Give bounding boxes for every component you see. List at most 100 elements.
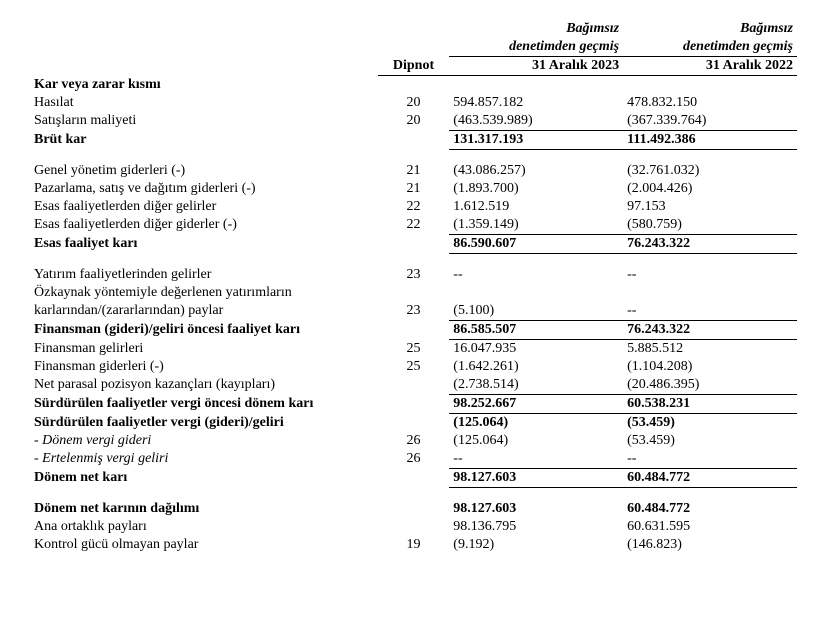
header-row-1: Bağımsız Bağımsız bbox=[30, 20, 797, 38]
row-nci: Kontrol gücü olmayan paylar 19 (9.192) (… bbox=[30, 536, 797, 554]
note: 23 bbox=[378, 302, 450, 321]
label: Kontrol gücü olmayan paylar bbox=[30, 536, 378, 554]
note: 19 bbox=[378, 536, 450, 554]
v22: 478.832.150 bbox=[623, 94, 797, 112]
row-other-inc: Esas faaliyetlerden diğer gelirler 22 1.… bbox=[30, 198, 797, 216]
v23: 131.317.193 bbox=[449, 130, 623, 149]
v23: (1.359.149) bbox=[449, 216, 623, 235]
row-other-exp: Esas faaliyetlerden diğer giderler (-) 2… bbox=[30, 216, 797, 235]
v23: (125.064) bbox=[449, 413, 623, 432]
col-2022-date: 31 Aralık 2022 bbox=[623, 57, 797, 76]
section-pl-label: Kar veya zarar kısmı bbox=[30, 76, 378, 94]
header-row-2: denetimden geçmiş denetimden geçmiş bbox=[30, 38, 797, 57]
v22: 60.484.772 bbox=[623, 500, 797, 518]
v22: (32.761.032) bbox=[623, 162, 797, 180]
note: 23 bbox=[378, 266, 450, 284]
v23: (2.738.514) bbox=[449, 376, 623, 395]
income-statement-table: Bağımsız Bağımsız denetimden geçmiş dene… bbox=[30, 20, 797, 554]
v22: 97.153 bbox=[623, 198, 797, 216]
label: Finansman (gideri)/geliri öncesi faaliye… bbox=[30, 320, 378, 339]
v23: 98.136.795 bbox=[449, 518, 623, 536]
v23: -- bbox=[449, 266, 623, 284]
v22: (20.486.395) bbox=[623, 376, 797, 395]
label: Genel yönetim giderleri (-) bbox=[30, 162, 378, 180]
v22: 60.631.595 bbox=[623, 518, 797, 536]
row-equity-2: karlarından/(zararlarından) paylar 23 (5… bbox=[30, 302, 797, 321]
label: Finansman giderleri (-) bbox=[30, 358, 378, 376]
row-dist-title: Dönem net karının dağılımı 98.127.603 60… bbox=[30, 500, 797, 518]
v22: 60.484.772 bbox=[623, 468, 797, 487]
v22: 5.885.512 bbox=[623, 339, 797, 358]
v22: (146.823) bbox=[623, 536, 797, 554]
row-parent: Ana ortaklık payları 98.136.795 60.631.5… bbox=[30, 518, 797, 536]
label: Esas faaliyetlerden diğer gelirler bbox=[30, 198, 378, 216]
v22: 111.492.386 bbox=[623, 130, 797, 149]
label: - Dönem vergi gideri bbox=[30, 432, 378, 450]
label: - Ertelenmiş vergi geliri bbox=[30, 450, 378, 469]
v23: 86.590.607 bbox=[449, 234, 623, 253]
col-note-header: Dipnot bbox=[378, 57, 450, 76]
v22: 76.243.322 bbox=[623, 320, 797, 339]
v22: (2.004.426) bbox=[623, 180, 797, 198]
label: Esas faaliyetlerden diğer giderler (-) bbox=[30, 216, 378, 235]
v23: (43.086.257) bbox=[449, 162, 623, 180]
label: Ana ortaklık payları bbox=[30, 518, 378, 536]
note: 25 bbox=[378, 358, 450, 376]
label: Özkaynak yöntemiyle değerlenen yatırımla… bbox=[30, 284, 378, 302]
note: 22 bbox=[378, 216, 450, 235]
note: 21 bbox=[378, 180, 450, 198]
col-2022-audit1: Bağımsız bbox=[623, 20, 797, 38]
v23: 98.127.603 bbox=[449, 500, 623, 518]
label: Satışların maliyeti bbox=[30, 112, 378, 131]
label: Net parasal pozisyon kazançları (kayıpla… bbox=[30, 376, 378, 395]
row-tax: Sürdürülen faaliyetler vergi (gideri)/ge… bbox=[30, 413, 797, 432]
v22: (580.759) bbox=[623, 216, 797, 235]
v22: (367.339.764) bbox=[623, 112, 797, 131]
v23: 594.857.182 bbox=[449, 94, 623, 112]
v23: (1.642.261) bbox=[449, 358, 623, 376]
v22: 76.243.322 bbox=[623, 234, 797, 253]
row-op-profit: Esas faaliyet karı 86.590.607 76.243.322 bbox=[30, 234, 797, 253]
row-inv-inc: Yatırım faaliyetlerinden gelirler 23 -- … bbox=[30, 266, 797, 284]
row-cogs: Satışların maliyeti 20 (463.539.989) (36… bbox=[30, 112, 797, 131]
v23: 16.047.935 bbox=[449, 339, 623, 358]
row-curr-tax: - Dönem vergi gideri 26 (125.064) (53.45… bbox=[30, 432, 797, 450]
note: 21 bbox=[378, 162, 450, 180]
row-equity-1: Özkaynak yöntemiyle değerlenen yatırımla… bbox=[30, 284, 797, 302]
label: Esas faaliyet karı bbox=[30, 234, 378, 253]
note: 25 bbox=[378, 339, 450, 358]
v23: 1.612.519 bbox=[449, 198, 623, 216]
label: karlarından/(zararlarından) paylar bbox=[30, 302, 378, 321]
note: 26 bbox=[378, 432, 450, 450]
label: Sürdürülen faaliyetler vergi (gideri)/ge… bbox=[30, 413, 378, 432]
v23: 86.585.507 bbox=[449, 320, 623, 339]
row-monetary: Net parasal pozisyon kazançları (kayıpla… bbox=[30, 376, 797, 395]
label: Yatırım faaliyetlerinden gelirler bbox=[30, 266, 378, 284]
row-selling: Pazarlama, satış ve dağıtım giderleri (-… bbox=[30, 180, 797, 198]
row-fin-exp: Finansman giderleri (-) 25 (1.642.261) (… bbox=[30, 358, 797, 376]
row-fin-inc: Finansman gelirleri 25 16.047.935 5.885.… bbox=[30, 339, 797, 358]
note: 20 bbox=[378, 94, 450, 112]
row-def-tax: - Ertelenmiş vergi geliri 26 -- -- bbox=[30, 450, 797, 469]
row-gross: Brüt kar 131.317.193 111.492.386 bbox=[30, 130, 797, 149]
note: 26 bbox=[378, 450, 450, 469]
v22: (53.459) bbox=[623, 432, 797, 450]
v22: -- bbox=[623, 302, 797, 321]
label: Sürdürülen faaliyetler vergi öncesi döne… bbox=[30, 394, 378, 413]
col-2023-date: 31 Aralık 2023 bbox=[449, 57, 623, 76]
v23: 98.127.603 bbox=[449, 468, 623, 487]
v22: (1.104.208) bbox=[623, 358, 797, 376]
v23: (1.893.700) bbox=[449, 180, 623, 198]
v23: (9.192) bbox=[449, 536, 623, 554]
label: Finansman gelirleri bbox=[30, 339, 378, 358]
v23: 98.252.667 bbox=[449, 394, 623, 413]
row-section-pl: Kar veya zarar kısmı bbox=[30, 76, 797, 94]
note: 20 bbox=[378, 112, 450, 131]
v23: (125.064) bbox=[449, 432, 623, 450]
note: 22 bbox=[378, 198, 450, 216]
header-row-3: Dipnot 31 Aralık 2023 31 Aralık 2022 bbox=[30, 57, 797, 76]
label: Hasılat bbox=[30, 94, 378, 112]
row-admin: Genel yönetim giderleri (-) 21 (43.086.2… bbox=[30, 162, 797, 180]
v22: 60.538.231 bbox=[623, 394, 797, 413]
row-pbt: Sürdürülen faaliyetler vergi öncesi döne… bbox=[30, 394, 797, 413]
